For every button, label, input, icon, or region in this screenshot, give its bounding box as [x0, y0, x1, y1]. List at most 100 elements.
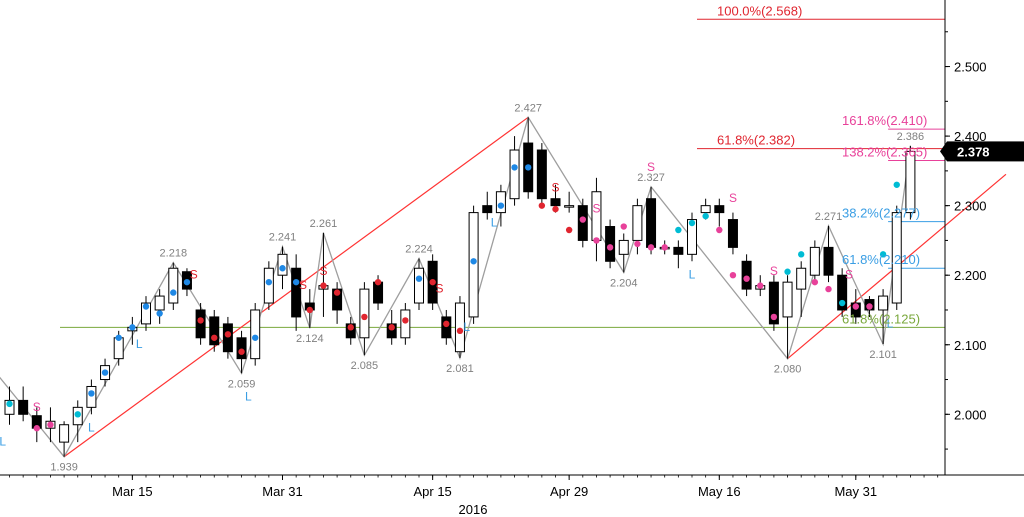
candle-body: [250, 309, 261, 360]
candle-body: [850, 302, 861, 318]
candle: [618, 233, 629, 273]
signal-dot: [770, 313, 778, 321]
signal-dot: [470, 258, 477, 265]
year-label: 2016: [459, 502, 488, 517]
signal-dot: [33, 425, 40, 432]
signal-dot: [634, 240, 641, 248]
candle: [673, 240, 684, 269]
candle-body: [359, 288, 370, 339]
candle: [59, 421, 70, 457]
candle: [168, 262, 179, 310]
signal-dot: [306, 306, 313, 314]
signal-dot: [675, 226, 682, 234]
signal-dot: [565, 226, 573, 234]
signal-dot: [702, 212, 709, 220]
fib-label: 161.8%(2.410): [842, 113, 927, 128]
signal-dot: [893, 181, 900, 188]
pivot-label: 2.059: [228, 378, 256, 390]
fib-label: 100.0%(2.568): [717, 3, 802, 18]
x-tick-label: Apr 29: [550, 484, 588, 499]
signal-dot: [101, 369, 109, 376]
signal-label: L: [245, 389, 252, 403]
candle-body: [768, 281, 779, 325]
signal-dot: [183, 278, 191, 286]
signal-dot: [743, 275, 750, 282]
candle-body: [796, 267, 807, 290]
candle: [400, 303, 411, 345]
signal-dot: [456, 327, 464, 335]
last-price-label: 2.378: [957, 144, 990, 159]
candle-body: [809, 246, 820, 276]
candle: [72, 400, 83, 443]
fib-label: 38.2%(2.277): [842, 206, 920, 221]
signal-dot: [729, 272, 737, 279]
candle: [577, 198, 588, 248]
signal-label: S: [770, 264, 778, 278]
candle: [263, 261, 274, 310]
signal-dot: [429, 278, 436, 286]
candle-body: [509, 149, 520, 200]
candle: [782, 275, 793, 359]
candle-body: [345, 323, 356, 339]
signal-label: S: [33, 400, 41, 414]
candle: [86, 379, 97, 415]
candle: [796, 261, 807, 317]
signal-dot: [497, 202, 505, 209]
signal-dot: [852, 303, 859, 310]
signal-dot: [593, 237, 600, 244]
signal-label: L: [88, 421, 95, 435]
fib-label: 61.8%(2.125): [842, 311, 920, 326]
candle: [291, 254, 302, 331]
candle-body: [536, 149, 547, 200]
signal-dot: [374, 278, 382, 286]
candle-body: [646, 198, 657, 248]
candle: [345, 316, 356, 345]
pivot-label: 2.427: [514, 102, 542, 114]
x-tick-label: May 31: [834, 484, 877, 499]
signal-dot: [784, 268, 791, 275]
signal-dot: [211, 334, 218, 341]
signal-dot: [552, 205, 559, 213]
pivot-labels: 1.939 2.218 2.059 2.241 2.124 2.261 2.085 2.224…: [50, 102, 924, 473]
signal-label: S: [190, 268, 198, 282]
candle: [768, 275, 779, 331]
candle: [905, 145, 916, 220]
y-tick-label: 2.300: [954, 199, 987, 214]
x-tick-label: May 16: [698, 484, 741, 499]
signal-label: L: [136, 337, 143, 351]
signal-label: S: [319, 264, 327, 278]
signal-label: L: [491, 216, 498, 230]
signal-dot: [142, 303, 150, 310]
candle: [332, 282, 343, 324]
candle-body: [687, 219, 697, 255]
candle-body: [291, 267, 302, 318]
signal-dot: [688, 219, 696, 227]
signal-dot: [347, 324, 354, 331]
signal-dot: [238, 348, 245, 355]
signal-dot: [579, 216, 586, 223]
candle-body: [591, 191, 602, 241]
signal-dot: [252, 334, 259, 341]
candle-body: [400, 309, 411, 339]
candle: [823, 225, 834, 283]
signal-dot: [115, 334, 122, 341]
pivot-label: 2.218: [160, 248, 188, 260]
candle: [18, 386, 29, 422]
signal-dot: [265, 278, 273, 286]
candle: [414, 258, 424, 310]
signal-dot: [415, 275, 423, 282]
pivot-label: 2.261: [310, 218, 338, 230]
candle: [209, 309, 220, 352]
signal-dot: [129, 324, 136, 331]
candle-body: [577, 205, 588, 241]
signal-dot: [6, 400, 13, 408]
signal-dot: [866, 303, 873, 310]
signal-label: S: [551, 181, 559, 195]
y-tick-label: 2.500: [954, 60, 987, 75]
fib-label: 138.2%(2.365): [842, 144, 927, 159]
last-price-tag: [947, 141, 1024, 162]
candle: [605, 219, 616, 269]
signal-dot: [620, 223, 627, 230]
